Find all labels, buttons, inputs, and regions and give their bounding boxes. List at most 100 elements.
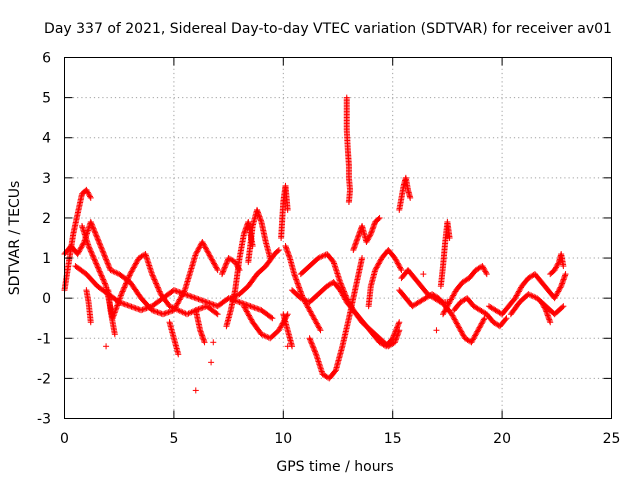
data-point — [205, 299, 212, 306]
data-point — [140, 306, 147, 313]
data-point — [103, 256, 110, 263]
data-point — [87, 193, 94, 200]
data-point — [77, 245, 84, 252]
data-point — [175, 307, 182, 314]
y-axis-label: SDTVAR / TECUs — [7, 181, 23, 296]
data-point — [198, 297, 205, 304]
data-point — [156, 287, 163, 294]
data-point — [96, 268, 103, 275]
data-point — [209, 257, 216, 264]
data-point — [394, 259, 401, 266]
data-point — [331, 368, 338, 375]
data-point — [310, 315, 317, 322]
data-point — [199, 297, 206, 304]
data-point — [312, 349, 319, 356]
data-point — [118, 291, 125, 298]
data-point — [117, 299, 124, 306]
data-point — [345, 299, 352, 306]
data-point — [329, 257, 336, 264]
data-point — [446, 299, 453, 306]
data-point — [142, 305, 149, 312]
data-point — [446, 235, 453, 241]
data-point — [129, 267, 136, 274]
data-point — [208, 255, 215, 262]
data-point — [311, 316, 318, 323]
data-point — [237, 299, 244, 306]
data-point — [117, 293, 124, 300]
data-point — [472, 331, 479, 338]
data-point — [191, 294, 198, 301]
data-point — [172, 305, 179, 312]
data-point — [130, 264, 137, 271]
data-point — [102, 281, 109, 288]
data-point — [444, 303, 451, 310]
data-point — [367, 232, 374, 239]
data-point — [275, 247, 282, 254]
data-point — [297, 295, 304, 302]
data-point — [194, 248, 201, 255]
data-point — [310, 344, 317, 351]
data-point — [233, 292, 240, 299]
data-point — [204, 248, 211, 255]
data-point — [97, 243, 104, 250]
data-point — [451, 316, 458, 323]
data-point — [132, 261, 139, 268]
data-point — [470, 335, 477, 342]
data-point — [84, 188, 91, 195]
data-point — [529, 293, 536, 300]
data-point — [246, 302, 253, 309]
data-point — [222, 261, 229, 268]
data-point — [92, 229, 99, 236]
data-point — [172, 287, 179, 294]
data-point — [190, 294, 197, 301]
data-point — [244, 309, 251, 316]
data-point — [284, 206, 291, 213]
data-point — [124, 302, 131, 309]
data-point — [112, 306, 119, 313]
data-point — [90, 253, 97, 260]
data-point — [185, 310, 192, 317]
data-point — [176, 289, 183, 296]
data-point — [447, 297, 454, 304]
data-point — [211, 260, 218, 267]
data-point — [449, 312, 456, 319]
data-point — [481, 315, 488, 322]
data-point — [151, 308, 158, 315]
data-point — [176, 297, 183, 304]
data-point — [176, 307, 183, 314]
data-point — [316, 254, 323, 261]
x-axis-label: GPS time / hours — [276, 459, 393, 475]
data-point — [146, 304, 153, 311]
data-point — [154, 283, 161, 290]
data-point — [178, 308, 185, 315]
data-point — [105, 263, 112, 270]
data-point — [375, 261, 382, 268]
data-point — [316, 324, 323, 331]
data-point — [196, 296, 203, 303]
data-point — [177, 295, 184, 302]
data-point — [541, 304, 548, 311]
x-tick-label: 25 — [603, 431, 621, 447]
data-point — [76, 248, 83, 255]
data-point — [448, 311, 455, 318]
data-point — [250, 304, 257, 311]
data-point — [94, 236, 101, 243]
data-point — [179, 290, 186, 297]
data-point — [210, 301, 217, 308]
data-point — [124, 277, 131, 284]
data-point — [143, 305, 150, 312]
data-point — [515, 288, 522, 295]
data-point — [479, 263, 486, 270]
data-point — [153, 281, 160, 288]
data-point — [183, 291, 190, 298]
chart-title: Day 337 of 2021, Sidereal Day-to-day VTE… — [44, 21, 612, 37]
data-point — [262, 333, 269, 340]
data-point — [164, 309, 171, 316]
data-point — [449, 293, 456, 300]
grid-lines — [64, 57, 612, 419]
data-point — [372, 265, 379, 272]
data-point — [98, 245, 105, 252]
data-point — [76, 247, 83, 254]
data-point — [393, 257, 400, 264]
data-point — [179, 309, 186, 316]
